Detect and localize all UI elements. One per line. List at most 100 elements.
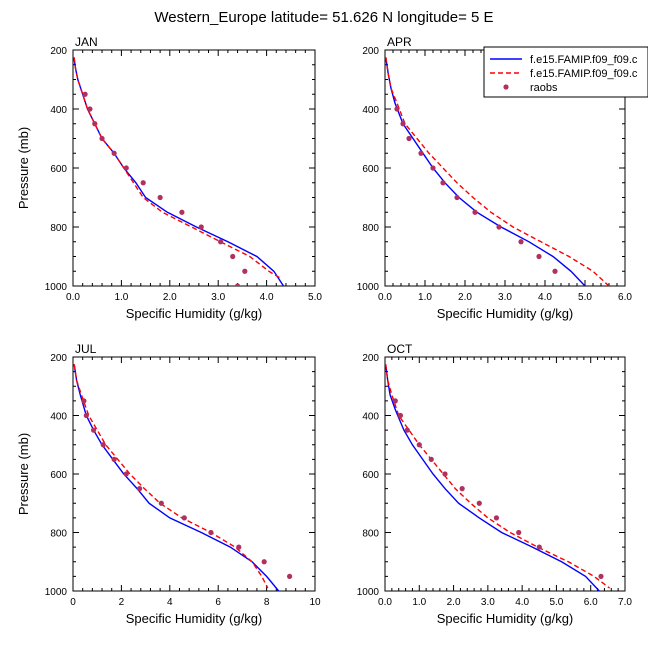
raobs-point: [261, 559, 267, 565]
x-tick-label: 1.0: [418, 292, 432, 303]
model-line-dashed: [385, 57, 610, 286]
panels: JAN 0.0 1.0 2.0 3.0 4.0 5.0 200 400 600 800 1000 Spe…: [16, 35, 632, 626]
y-axis-label: Pressure (mb): [16, 127, 31, 209]
panel-label: JUL: [75, 342, 97, 356]
raobs-point: [518, 239, 524, 245]
series-group: [73, 57, 285, 286]
raobs-point: [442, 471, 448, 477]
raobs-point: [516, 529, 522, 536]
model-line-dashed: [385, 364, 611, 589]
y-tick-label: 1000: [45, 587, 68, 598]
model-line-dashed: [73, 57, 282, 280]
raobs-point: [418, 150, 424, 156]
raobs-point: [430, 165, 436, 171]
raobs-point: [208, 529, 214, 536]
y-tick-label: 800: [362, 529, 379, 540]
x-tick-label: 0.0: [378, 292, 392, 303]
series-group: [73, 364, 293, 591]
raobs-point: [242, 268, 248, 274]
raobs-point: [286, 573, 293, 579]
x-tick-label: 7.0: [618, 597, 632, 608]
y-tick-label: 600: [362, 470, 379, 481]
x-tick-label: 4: [167, 597, 173, 608]
figure-title: Western_Europe latitude= 51.626 N longit…: [154, 9, 493, 26]
x-axis-label: Specific Humidity (g/kg): [126, 611, 263, 626]
y-tick-label: 400: [362, 412, 379, 423]
model-line-solid: [385, 364, 600, 591]
y-tick-label: 600: [50, 164, 67, 175]
raobs-point: [234, 283, 241, 286]
panel-oct: OCT 0.0 1.0 2.0 3.0 4.0 5.0 6.0 7.0 200 400 600 800 1…: [357, 342, 633, 626]
panel-jan: JAN 0.0 1.0 2.0 3.0 4.0 5.0 200 400 600 800 1000 Spe…: [16, 35, 322, 321]
raobs-point: [157, 194, 163, 201]
raobs-point: [179, 209, 185, 215]
x-axis-label: Specific Humidity (g/kg): [437, 306, 574, 321]
x-tick-label: 2.0: [163, 292, 177, 303]
raobs-point: [496, 224, 502, 230]
legend-label: f.e15.FAMIP.f09_f09.c: [530, 54, 638, 66]
series-group: [385, 57, 610, 286]
raobs-point: [82, 91, 88, 97]
model-line-solid: [73, 57, 285, 286]
panel-label: APR: [387, 35, 412, 49]
raobs-point: [536, 544, 542, 550]
plot-frame: [72, 356, 316, 592]
y-tick-label: 600: [50, 470, 67, 481]
legend-label: raobs: [530, 82, 558, 94]
x-tick-label: 3.0: [481, 597, 495, 608]
raobs-point: [472, 209, 478, 215]
x-tick-label: 5.0: [308, 292, 322, 303]
x-tick-label: 3.0: [498, 292, 512, 303]
y-tick-label: 200: [50, 46, 67, 57]
raobs-point: [406, 135, 412, 142]
x-tick-label: 0: [70, 597, 76, 608]
raobs-point: [536, 253, 542, 260]
raobs-point: [140, 180, 146, 186]
x-tick-label: 6.0: [618, 292, 632, 303]
raobs-point: [111, 150, 117, 156]
x-tick-label: 4.0: [260, 292, 274, 303]
raobs-point: [83, 412, 89, 419]
raobs-point: [198, 224, 204, 230]
x-tick-label: 4.0: [515, 597, 529, 608]
raobs-point: [123, 471, 129, 477]
panel-label: OCT: [387, 342, 413, 356]
raobs-point: [111, 456, 117, 462]
y-tick-label: 600: [362, 164, 379, 175]
x-tick-label: 1.0: [114, 292, 128, 303]
y-tick-label: 400: [50, 105, 67, 116]
x-tick-label: 3.0: [211, 292, 225, 303]
series-group: [385, 364, 611, 591]
x-tick-label: 6.0: [584, 597, 598, 608]
raobs-point: [230, 253, 236, 260]
x-tick-label: 10: [309, 597, 321, 608]
raobs-point: [428, 456, 434, 462]
legend-marker: [503, 84, 509, 90]
x-tick-label: 1.0: [412, 597, 426, 608]
y-tick-label: 1000: [45, 282, 68, 293]
raobs-point: [158, 500, 164, 506]
y-tick-label: 400: [362, 105, 379, 116]
legend-box: [483, 46, 648, 98]
x-tick-label: 5.0: [578, 292, 592, 303]
raobs-point: [90, 427, 97, 433]
raobs-point: [404, 427, 410, 433]
x-tick-label: 2: [119, 597, 125, 608]
raobs-point: [87, 106, 93, 112]
raobs-point: [218, 239, 224, 245]
panel-label: JAN: [75, 35, 98, 49]
raobs-point: [81, 398, 87, 404]
y-tick-label: 1000: [357, 282, 380, 293]
raobs-point: [493, 515, 500, 521]
raobs-point: [454, 194, 460, 201]
legend: f.e15.FAMIP.f09_f09.c f.e15.FAMIP.f09_f09…: [483, 46, 648, 98]
raobs-point: [136, 486, 143, 492]
raobs-point: [416, 442, 422, 448]
x-tick-label: 2.0: [447, 597, 461, 608]
y-tick-label: 200: [50, 353, 67, 364]
y-tick-label: 800: [50, 529, 67, 540]
model-line-solid: [385, 57, 586, 286]
raobs-point: [598, 573, 604, 579]
model-line-solid: [73, 364, 280, 591]
raobs-point: [99, 135, 105, 142]
